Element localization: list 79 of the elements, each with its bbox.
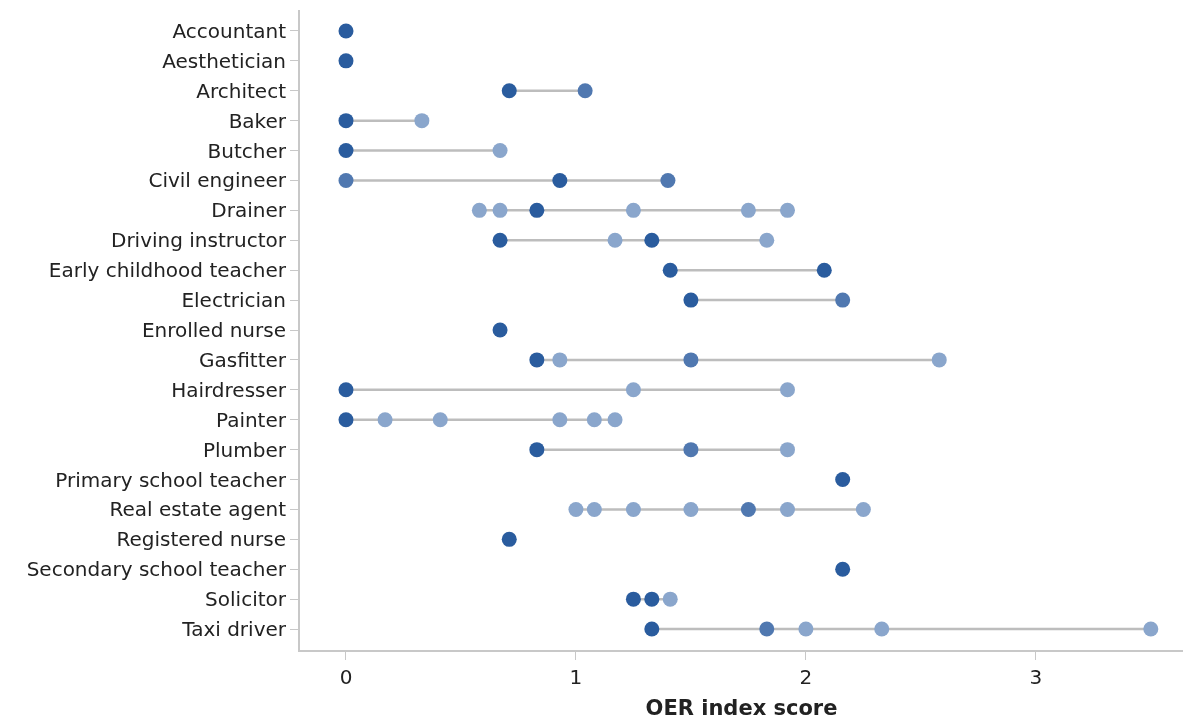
y-tick-label: Registered nurse bbox=[116, 527, 286, 552]
point bbox=[492, 232, 508, 248]
point bbox=[740, 202, 756, 218]
y-tick-label: Hairdresser bbox=[171, 377, 287, 402]
y-tick-label: Driving instructor bbox=[111, 228, 287, 253]
point bbox=[414, 113, 430, 129]
point bbox=[780, 202, 795, 218]
point bbox=[607, 412, 623, 428]
y-tick-label: Drainer bbox=[211, 198, 287, 223]
y-tick-label: Aesthetician bbox=[162, 48, 286, 73]
point bbox=[338, 143, 354, 159]
point bbox=[683, 442, 699, 458]
point bbox=[586, 412, 602, 428]
point bbox=[683, 501, 699, 517]
x-tick-label: 3 bbox=[1029, 665, 1043, 689]
point bbox=[432, 412, 448, 428]
y-tick-label: Architect bbox=[196, 78, 287, 103]
point bbox=[607, 232, 623, 248]
point bbox=[780, 382, 795, 398]
point bbox=[577, 83, 593, 99]
point bbox=[683, 292, 699, 308]
y-tick-label: Painter bbox=[215, 407, 287, 432]
point bbox=[492, 143, 508, 159]
point bbox=[660, 172, 676, 188]
y-tick-label: Gasfitter bbox=[199, 347, 287, 372]
y-tick-label: Electrician bbox=[181, 288, 286, 313]
point bbox=[662, 262, 678, 278]
point bbox=[552, 412, 568, 428]
y-tick-label: Solicitor bbox=[205, 587, 287, 612]
point bbox=[338, 382, 354, 398]
point bbox=[835, 292, 851, 308]
point bbox=[625, 202, 641, 218]
point bbox=[492, 202, 508, 218]
point bbox=[644, 621, 660, 637]
y-tick-label: Primary school teacher bbox=[55, 467, 287, 492]
y-tick-label: Real estate agent bbox=[109, 497, 287, 522]
point bbox=[552, 352, 568, 368]
y-tick-label: Taxi driver bbox=[181, 617, 287, 642]
x-tick-label: 2 bbox=[799, 665, 813, 689]
point bbox=[501, 83, 517, 99]
point bbox=[662, 591, 678, 607]
point bbox=[338, 172, 354, 188]
point bbox=[625, 501, 641, 517]
point bbox=[338, 412, 354, 428]
y-tick-label: Plumber bbox=[203, 437, 287, 462]
point bbox=[874, 621, 890, 637]
point bbox=[855, 501, 871, 517]
y-tick-label: Baker bbox=[228, 108, 287, 133]
point bbox=[780, 501, 795, 517]
y-tick-label: Civil engineer bbox=[148, 168, 287, 193]
point bbox=[780, 442, 795, 458]
point bbox=[683, 352, 699, 368]
y-tick-label: Butcher bbox=[207, 138, 287, 163]
point bbox=[529, 352, 545, 368]
point bbox=[740, 501, 756, 517]
point bbox=[338, 53, 354, 69]
point bbox=[931, 352, 947, 368]
point bbox=[501, 531, 517, 547]
point bbox=[759, 232, 775, 248]
point bbox=[529, 442, 545, 458]
point bbox=[338, 113, 354, 129]
x-tick-label: 1 bbox=[569, 665, 583, 689]
y-tick-label: Accountant bbox=[172, 18, 287, 43]
y-tick-label: Secondary school teacher bbox=[26, 557, 287, 582]
point bbox=[377, 412, 393, 428]
x-axis-title: OER index score bbox=[645, 695, 838, 720]
x-tick-label: 0 bbox=[339, 665, 353, 689]
point bbox=[586, 501, 602, 517]
point bbox=[338, 23, 354, 39]
point bbox=[835, 561, 851, 577]
y-tick-label: Early childhood teacher bbox=[48, 258, 287, 283]
point bbox=[835, 472, 851, 488]
point bbox=[759, 621, 775, 637]
point bbox=[798, 621, 814, 637]
point bbox=[625, 382, 641, 398]
point bbox=[492, 322, 508, 338]
point bbox=[625, 591, 641, 607]
point bbox=[1143, 621, 1159, 637]
y-tick-label: Enrolled nurse bbox=[141, 318, 286, 342]
